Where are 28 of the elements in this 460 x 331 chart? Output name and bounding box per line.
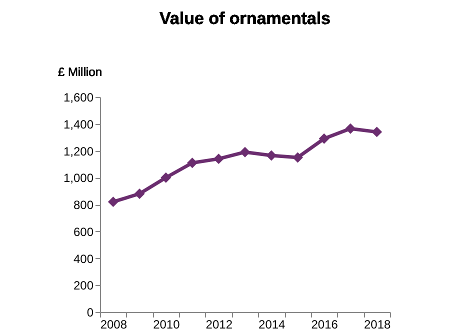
point <box>240 146 250 158</box>
x-tick-label: 2014 <box>258 318 286 331</box>
point <box>187 158 198 168</box>
y-tick-label: 600 <box>73 224 94 239</box>
point <box>372 126 382 138</box>
y-tick-label: 1,400 <box>63 117 94 132</box>
x-tick-label: 2016 <box>311 318 338 331</box>
y-axis-title: £ Million <box>58 65 102 79</box>
point <box>160 172 172 183</box>
x-tick-label: 2018 <box>364 318 391 331</box>
x-tick-label: 2012 <box>206 318 233 331</box>
point <box>345 123 356 134</box>
y-tick-label: 1,600 <box>63 90 94 104</box>
point <box>213 154 224 164</box>
y-tick-label: 1,000 <box>63 171 94 186</box>
chart-title: Value of ornamentals <box>160 9 330 28</box>
y-tick-label: 400 <box>73 252 94 266</box>
y-tick-label: 800 <box>73 198 94 212</box>
point <box>108 196 118 208</box>
point <box>292 152 303 163</box>
y-tick-label: 1,200 <box>63 144 94 158</box>
x-tick-label: 2008 <box>100 318 128 331</box>
y-tick-label: 0 <box>86 306 94 320</box>
point <box>266 150 277 161</box>
y-tick-label: 200 <box>73 278 94 293</box>
point <box>134 188 145 199</box>
point <box>318 133 330 144</box>
x-tick-label: 2010 <box>153 318 180 331</box>
